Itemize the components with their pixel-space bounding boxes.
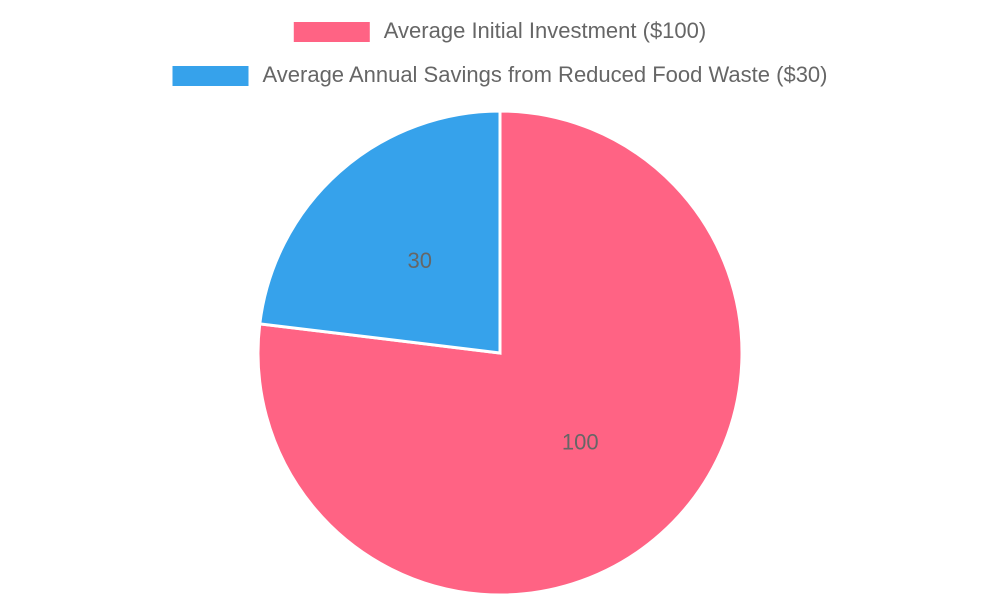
legend-swatch (293, 22, 370, 42)
legend-label: Average Initial Investment ($100) (384, 18, 706, 43)
legend-item: Average Initial Investment ($100) (293, 18, 706, 43)
legend-swatch (172, 66, 249, 86)
pie-slice (258, 109, 502, 355)
pie-slice (256, 109, 744, 597)
legend-label: Average Annual Savings from Reduced Food… (263, 62, 828, 87)
data-label: 30 (408, 248, 432, 273)
data-label: 100 (562, 429, 599, 454)
legend-item: Average Annual Savings from Reduced Food… (172, 62, 828, 87)
